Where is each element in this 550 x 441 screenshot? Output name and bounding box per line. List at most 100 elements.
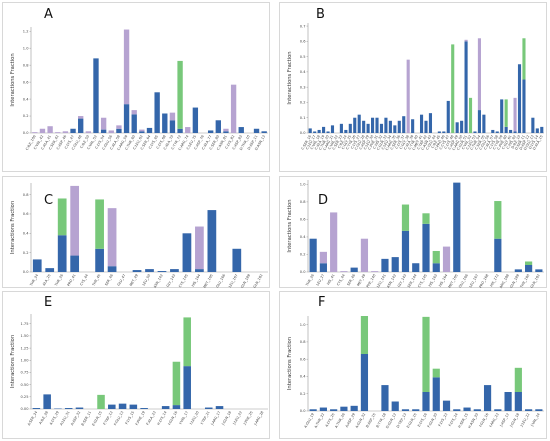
x-tick-label: C:ASP_46 [56,135,67,151]
bar-blue-c-asp-49 [455,122,459,133]
y-tick-label: 0.4 [300,375,306,379]
bar-blue-c-gly-61 [509,129,513,133]
bar-blue-c-ala-39 [411,119,415,133]
bar-blue-thr-26 [309,238,317,272]
x-tick-label: C:SER_16 [301,135,313,151]
x-tick-label: I:ARG_23 [488,412,499,427]
bar-blue-i-gln-16 [172,405,181,409]
x-tick-label: C:ILE_24 [337,135,348,150]
bar-blue-c-lys-54 [100,129,107,133]
bar-blue-c-leu-62 [139,131,145,133]
y-tick-label: 0.0 [300,409,306,413]
x-tick-label: J:ARG_28 [253,411,265,427]
y-tick-label: 0.0 [300,270,306,274]
x-tick-label: C:LYS_48 [444,135,455,150]
y-axis-label: Interactions Fraction [10,201,16,254]
y-tick-label: 0.4 [300,235,306,239]
bar-green-i-gln-16 [172,361,181,406]
bar-blue-c-arg-35 [393,125,397,133]
x-tick-label: A:ILE_28 [38,411,49,426]
x-tick-label: GLY_143 [166,274,177,288]
bar-blue-c-thr-54 [477,110,481,133]
x-tick-label: I:TRP_21 [200,411,211,426]
x-tick-label: J:GLN_18 [509,413,521,429]
bar-blue-f-lys-24 [453,409,461,411]
bar-blue-c-ala-58 [116,128,122,133]
bar-blue-d-asp-11 [253,128,260,133]
x-tick-label: C:VAL_22 [327,135,338,151]
bar-green-his-163 [432,250,440,264]
bar-blue-a-asp-29 [350,405,358,411]
x-tick-label: C:LEU_53 [465,135,476,151]
x-tick-label: C:LEU_17 [305,135,316,151]
bar-purple-c-ala-41 [47,126,53,133]
x-tick-label: C:LYS_37 [395,135,406,150]
bar-purple-ser-46 [107,208,117,267]
x-tick-label: THR_26 [54,274,64,288]
x-tick-label: C:TYR_40 [407,135,418,151]
x-tick-label: C:GLY_25 [341,135,352,151]
y-tick-label: 0.8 [23,193,29,197]
bar-blue-c-leu-30 [371,117,375,133]
y-tick-label: 1.50 [20,334,29,338]
x-tick-label: C:ARG_74 [178,135,190,152]
x-tick-label: LEU_141 [376,274,387,289]
bar-blue-c-val-52 [93,58,99,133]
bar-blue-j-leu-22 [525,409,533,411]
x-tick-label: C:PHE_31 [367,135,379,151]
y-tick-label: 0.00 [20,407,29,411]
bar-purple-c-gly-38 [406,59,410,133]
x-tick-label: C:ARG_35 [385,135,397,152]
x-tick-label: C:GLN_51 [456,135,468,151]
x-tick-label: C:SER_36 [390,135,402,151]
x-tick-label: HIS_163 [428,274,438,288]
x-tick-label: HIS_172 [489,273,499,287]
bar-blue-thr-26 [57,235,67,272]
x-tick-label: A:LYS_29 [49,411,60,426]
bar-blue-f-lys-23 [442,400,451,411]
x-tick-label: GLU_166 [215,274,226,289]
bar-blue-c-gln-33 [384,117,388,133]
panel-label: C [44,193,53,208]
x-tick-label: C:SER_64 [140,135,152,151]
bar-blue-c-pro-46 [442,131,446,133]
x-tick-label: A:ASP_32 [70,411,81,427]
x-tick-label: C:ALA_39 [403,135,415,151]
bar-blue-asn-142 [391,257,399,272]
bar-purple-c-ala-70 [169,112,176,121]
bar-blue-c-thr-60 [131,114,137,133]
bar-purple-c-asn-81 [223,128,229,132]
x-tick-label: C:LYS_54 [94,135,105,150]
y-axis-label: Interactions Fraction [10,53,16,106]
x-tick-label: LEU_50 [142,274,152,287]
bar-blue-asn-142 [157,271,167,272]
bar-blue-c-gln-51 [464,41,468,134]
panel-label: E [44,295,52,310]
x-tick-label: D:GLU_13 [523,135,535,151]
bar-blue-c-ala-77 [207,130,214,133]
bar-blue-c-phe-60 [504,126,508,133]
bar-blue-f-phe-19 [140,408,148,409]
x-tick-label: C:VAL_18 [310,135,321,151]
x-tick-label: PHE_140 [366,274,377,289]
x-tick-label: A:GLN_32 [355,413,367,429]
x-tick-label: SER_144 [407,274,418,289]
bar-purple-c-gln-51 [464,39,468,42]
bar-blue-his-172 [494,238,502,272]
bar-blue-i-arg-23 [494,409,502,411]
x-tick-label: A:THR_22 [314,413,326,429]
x-tick-label: PRO_41 [67,274,77,287]
x-tick-label: C:LEU_30 [363,135,374,151]
y-axis-label: Interactions Fraction [287,337,293,390]
x-tick-label: GLN_189 [240,274,251,289]
bar-purple-c-ile-106 [32,132,38,133]
bar-blue-j-asp-12 [504,392,512,411]
panel-frame [2,291,270,439]
x-tick-label: MET_49 [129,274,139,287]
panel-label: A [44,7,53,22]
bar-blue-leu-167 [232,248,242,272]
x-tick-label: D:SER_11 [514,135,526,151]
x-tick-label: C:LYS_68 [156,135,167,150]
bar-blue-d-trp-13 [401,409,410,411]
x-tick-label: C:ASP_29 [358,135,369,151]
